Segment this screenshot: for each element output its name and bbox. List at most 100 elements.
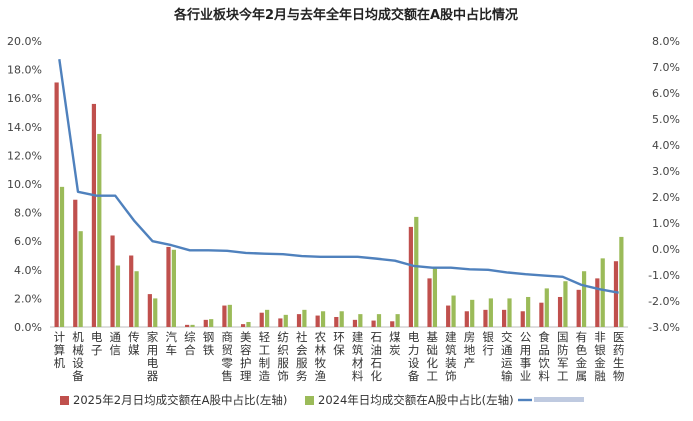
- right-axis-tick-label: 7.0%: [652, 61, 680, 74]
- category-label: 商贸零售: [221, 330, 233, 383]
- bar-2025-feb: [502, 309, 507, 327]
- category-label: 社会服务: [296, 330, 308, 383]
- bar-2024: [59, 186, 65, 327]
- bar-2024: [115, 265, 121, 327]
- bar-2025-feb: [278, 318, 283, 327]
- category-label: 交通运输: [501, 330, 513, 383]
- bar-2024: [302, 309, 307, 327]
- right-axis-tick-label: 0.0%: [652, 243, 680, 256]
- legend-label-2024: 2024年日均成交额在A股中占比(左轴): [318, 393, 514, 407]
- category-label: 建筑装饰: [445, 330, 457, 383]
- bar-2024: [227, 304, 232, 327]
- bar-2025-feb: [446, 305, 451, 327]
- category-label: 计算机: [54, 330, 66, 370]
- bar-2024: [153, 298, 158, 327]
- category-label: 综合: [184, 330, 196, 357]
- bar-2024: [283, 314, 288, 327]
- bar-2025-feb: [185, 324, 190, 327]
- category-label: 传媒: [128, 330, 140, 357]
- bar-2024: [339, 311, 344, 327]
- right-axis-tick-label: 4.0%: [652, 139, 680, 152]
- legend-label-line-blurred: [534, 397, 584, 402]
- legend-label-2025-feb: 2025年2月日均成交额在A股中占比(左轴): [73, 393, 287, 407]
- bar-2024: [320, 311, 326, 327]
- bar-2025-feb: [203, 319, 208, 327]
- right-axis-tick-label: 1.0%: [652, 217, 680, 230]
- bar-2025-feb: [147, 294, 152, 327]
- bar-2024: [97, 133, 102, 327]
- bar-2025-feb: [390, 321, 395, 327]
- category-label: 汽车: [165, 330, 177, 357]
- category-label: 房地产: [464, 330, 476, 370]
- bar-2025-feb: [595, 278, 600, 327]
- bar-2025-feb: [259, 312, 264, 327]
- bar-2024: [619, 236, 624, 327]
- category-label: 电力设备: [408, 330, 420, 383]
- bar-2024: [451, 295, 456, 327]
- bar-2024: [171, 249, 176, 327]
- category-label: 通信: [110, 330, 122, 357]
- category-label: 煤炭: [389, 330, 401, 357]
- legend-swatch-2025-feb: [60, 396, 69, 405]
- bar-2024: [358, 314, 363, 327]
- category-label: 医药生物: [613, 330, 625, 383]
- bar-2024: [265, 309, 270, 327]
- bar-2025-feb: [483, 309, 488, 327]
- right-axis-tick-label: 8.0%: [652, 35, 680, 48]
- left-axis-tick-label: 14.0%: [7, 121, 42, 134]
- category-label: 电子: [91, 330, 103, 357]
- right-axis-tick-label: 3.0%: [652, 165, 680, 178]
- right-axis-tick-label: -1.0%: [648, 269, 680, 282]
- left-axis-tick-label: 4.0%: [14, 264, 42, 277]
- bar-2024: [134, 271, 139, 327]
- right-axis-tick-label: -2.0%: [648, 295, 680, 308]
- left-axis-tick-label: 12.0%: [7, 149, 42, 162]
- category-label: 钢铁: [203, 330, 215, 357]
- category-label: 石油石化: [371, 330, 383, 383]
- bar-2024: [246, 321, 251, 327]
- bar-2025-feb: [371, 320, 376, 327]
- bar-2024: [209, 319, 214, 327]
- bar-2025-feb: [296, 314, 302, 327]
- category-label: 纺织服饰: [277, 330, 289, 383]
- left-axis-tick-label: 0.0%: [14, 321, 42, 334]
- left-axis-tick-label: 18.0%: [7, 64, 42, 77]
- bar-2025-feb: [110, 235, 115, 327]
- bar-2025-feb: [54, 82, 59, 327]
- category-label: 公用事业: [520, 330, 532, 383]
- bar-2025-feb: [464, 311, 469, 327]
- left-axis-tick-label: 2.0%: [14, 292, 42, 305]
- bar-2025-feb: [539, 302, 544, 327]
- right-axis-tick-label: 6.0%: [652, 87, 680, 100]
- bar-2025-feb: [520, 311, 525, 327]
- legend: 2025年2月日均成交额在A股中占比(左轴) 2024年日均成交额在A股中占比(左…: [60, 393, 584, 407]
- bar-2025-feb: [166, 246, 171, 327]
- bar-2024: [78, 231, 83, 327]
- bar-2025-feb: [91, 103, 97, 327]
- chart-title: 各行业板块今年2月与去年全年日均成交额在A股中占比情况: [173, 7, 518, 23]
- bar-2025-feb: [352, 319, 358, 327]
- bar-2024: [581, 271, 587, 327]
- category-label: 银行: [482, 330, 494, 357]
- bar-2024: [432, 268, 438, 327]
- bar-2025-feb: [334, 316, 339, 327]
- bar-2024: [600, 258, 605, 327]
- bar-2024: [470, 299, 475, 327]
- bar-2025-feb: [222, 305, 227, 327]
- category-label: 机械设备: [72, 330, 84, 383]
- left-axis-tick-label: 10.0%: [7, 178, 42, 191]
- category-label: 有色金属: [576, 330, 588, 383]
- right-axis-tick-label: 2.0%: [652, 191, 680, 204]
- left-axis-tick-label: 8.0%: [14, 207, 42, 220]
- bar-2024: [526, 296, 531, 327]
- category-label: 建筑材料: [352, 330, 364, 383]
- right-axis-tick-label: 5.0%: [652, 113, 680, 126]
- bar-2024: [544, 288, 549, 327]
- right-axis-tick-label: -3.0%: [648, 321, 680, 334]
- category-label: 美容护理: [240, 330, 252, 383]
- bar-2024: [488, 298, 493, 327]
- bar-2025-feb: [557, 296, 563, 327]
- bar-2025-feb: [315, 315, 320, 327]
